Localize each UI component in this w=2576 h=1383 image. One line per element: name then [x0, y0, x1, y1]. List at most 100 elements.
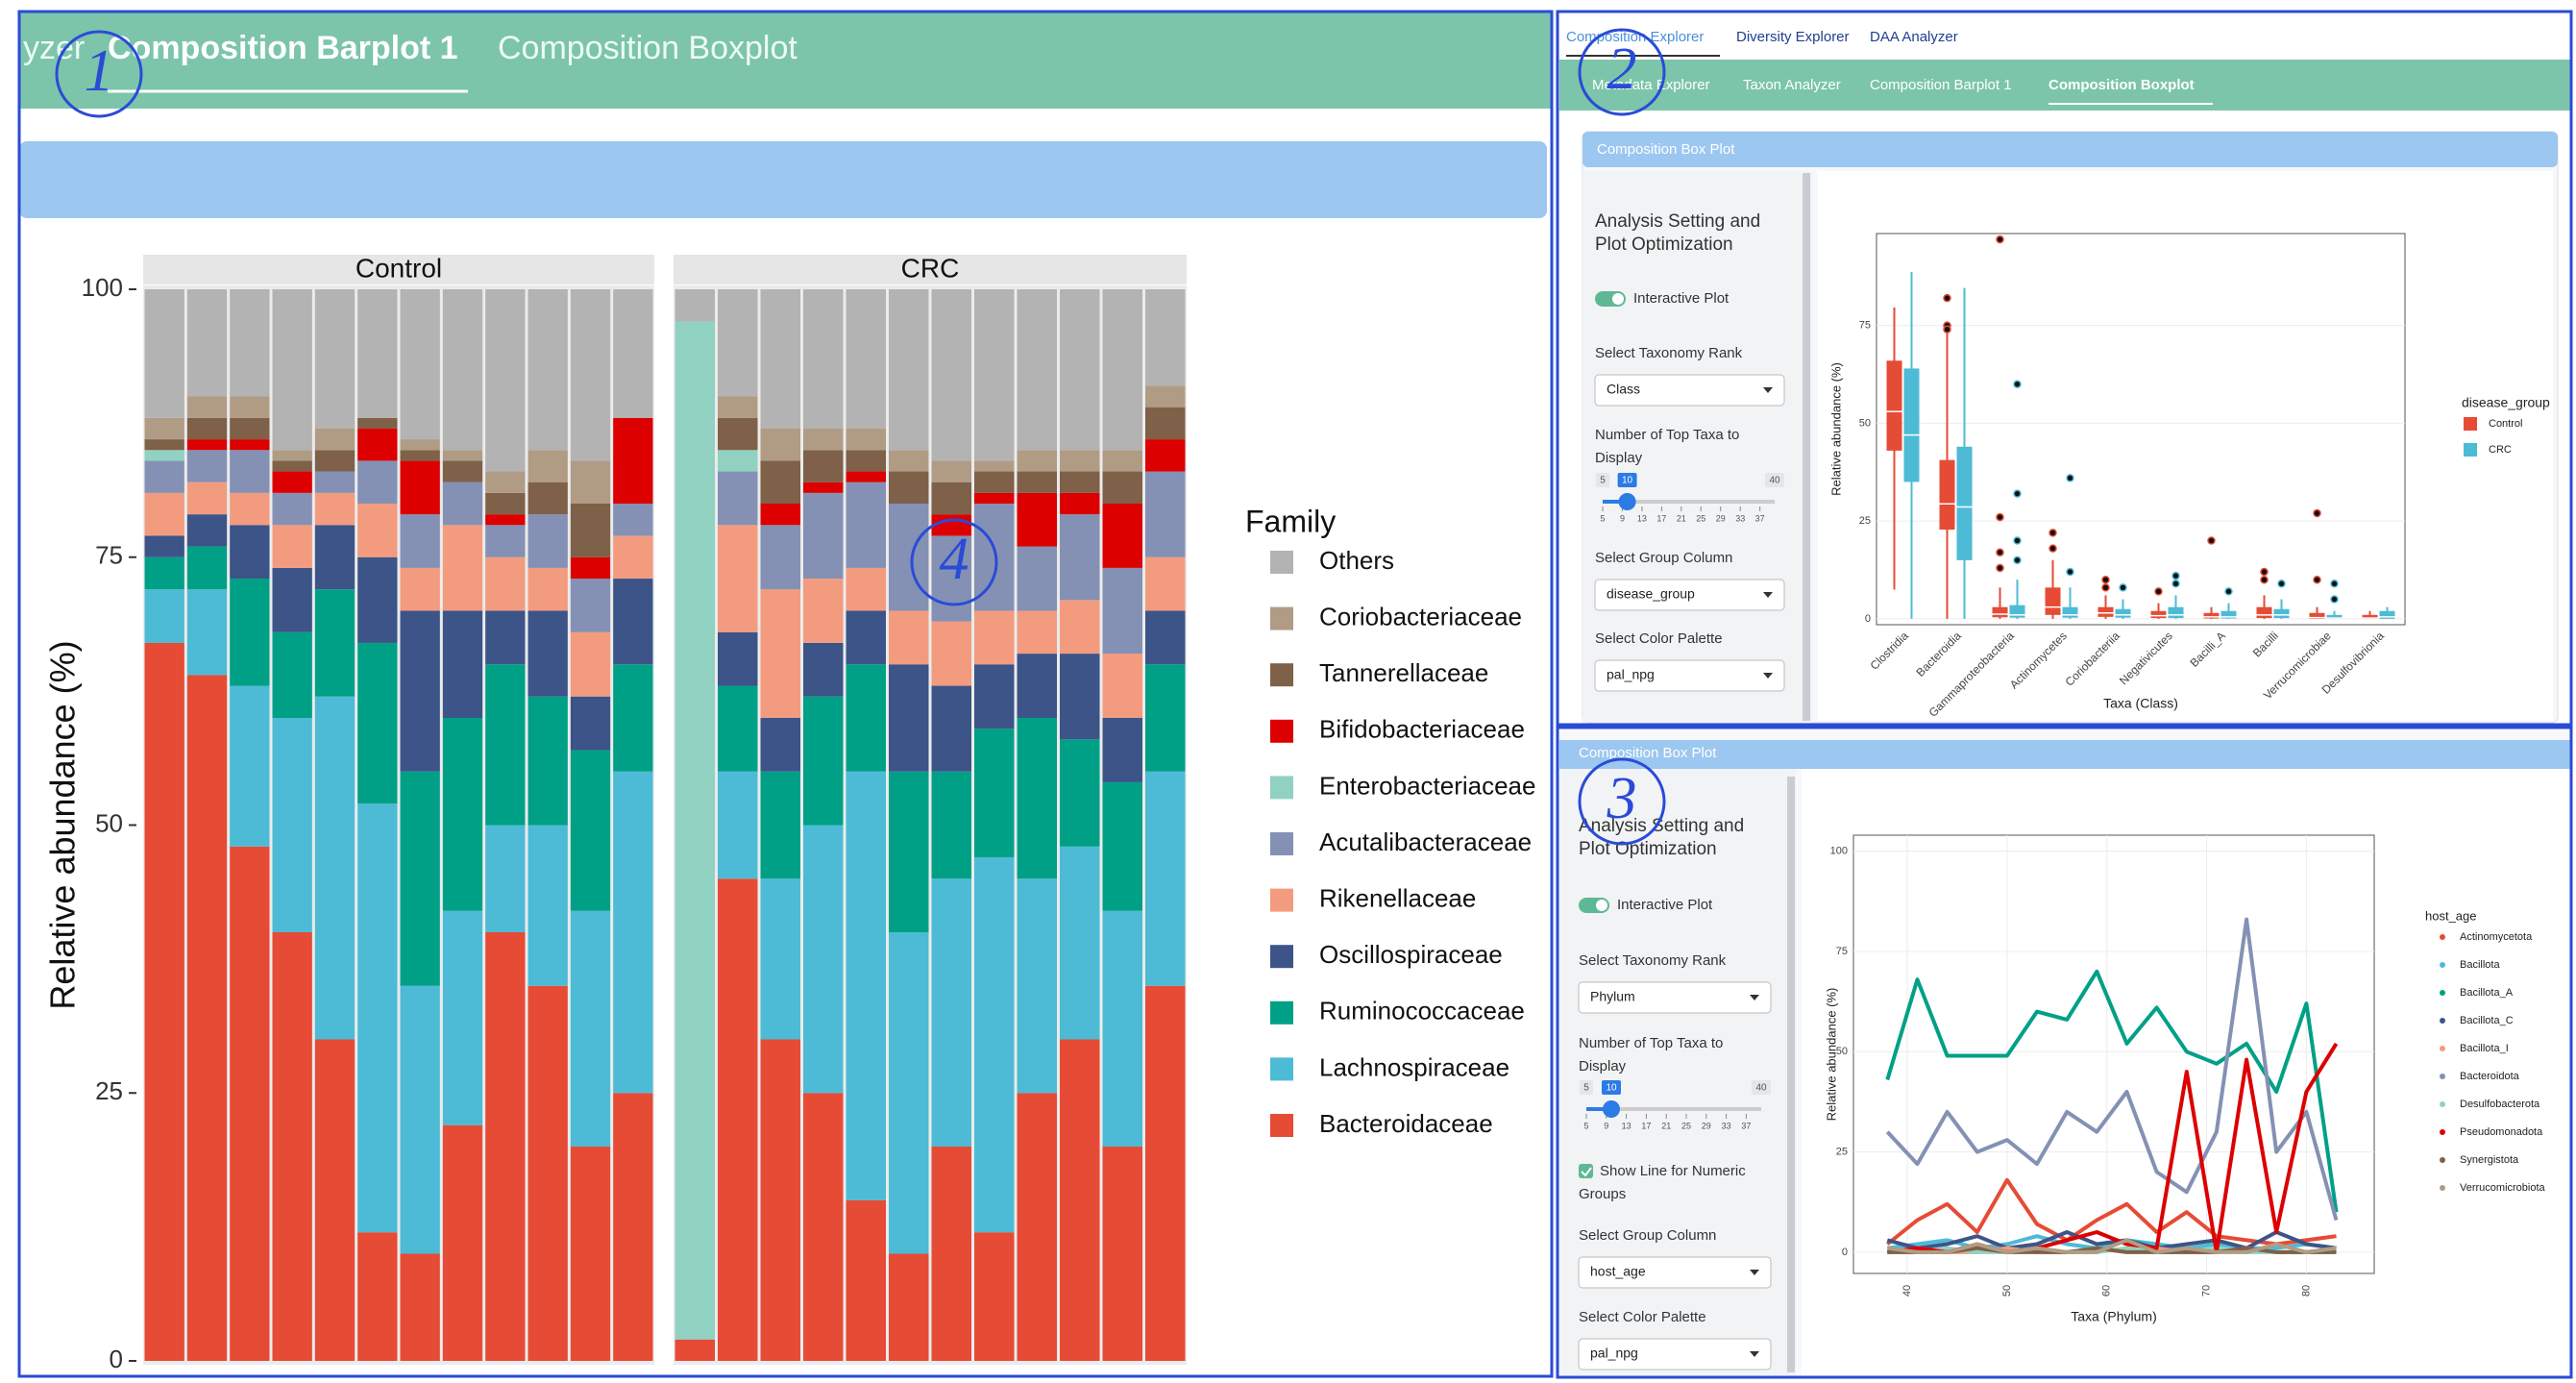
- tab[interactable]: Metadata Explorer: [1592, 77, 1710, 93]
- legend-label: Bacillota_I: [2460, 1043, 2509, 1054]
- legend-label: Acutalibacteraceae: [1319, 827, 1532, 856]
- bar-segment: [1060, 739, 1100, 847]
- box: [1886, 360, 1902, 451]
- toggle-label: Interactive Plot: [1633, 290, 1730, 307]
- field-label: Number of Top Taxa to: [1595, 427, 1739, 443]
- bar-segment: [931, 771, 971, 879]
- bar-segment: [186, 546, 228, 590]
- bar-segment: [1145, 385, 1186, 407]
- slider-handle[interactable]: [1603, 1100, 1620, 1118]
- bar-segment: [1017, 654, 1057, 718]
- legend-dot: [2440, 962, 2445, 968]
- checkbox[interactable]: [1579, 1164, 1593, 1178]
- tab[interactable]: Composition Explorer: [1566, 29, 1704, 45]
- bar-segment: [803, 492, 844, 580]
- select-value: Phylum: [1590, 989, 1635, 1004]
- outlier: [1943, 293, 1951, 303]
- select[interactable]: [1594, 374, 1785, 407]
- bar-segment: [570, 631, 611, 697]
- bar-segment: [570, 289, 611, 461]
- bar-segment: [144, 642, 184, 1361]
- tab[interactable]: DAA Analyzer: [1870, 29, 1958, 45]
- bar-segment: [803, 428, 844, 451]
- bar-segment: [527, 289, 568, 451]
- marker-label: 2: [1607, 37, 1637, 102]
- box: [2273, 608, 2290, 619]
- select[interactable]: [1578, 1256, 1772, 1289]
- bar-segment: [760, 589, 800, 718]
- bar-segment: [1060, 471, 1100, 493]
- bar-segment: [186, 514, 228, 547]
- tab[interactable]: Composition Barplot 1: [108, 30, 458, 66]
- bar-segment: [974, 504, 1015, 611]
- box: [2150, 610, 2167, 619]
- outlier: [2313, 575, 2321, 584]
- outlier: [2049, 544, 2057, 553]
- bar-segment: [1017, 289, 1057, 451]
- bar-segment: [314, 492, 356, 526]
- slider-tick-label: 5: [1583, 1121, 1588, 1130]
- tab[interactable]: Taxon Analyzer: [1743, 77, 1841, 93]
- bar-segment: [144, 460, 184, 493]
- tab[interactable]: Composition Boxplot: [2049, 77, 2195, 93]
- select[interactable]: [1594, 659, 1785, 692]
- bar-segment: [314, 450, 356, 472]
- bar-segment: [1060, 846, 1100, 1040]
- bar-segment: [400, 610, 440, 772]
- legend-dot: [2440, 1018, 2445, 1024]
- outlier: [1996, 235, 2004, 244]
- legend-label: Control: [2489, 418, 2522, 430]
- caret: [1763, 387, 1773, 393]
- marker-circle: [1578, 757, 1666, 846]
- bar-segment: [1102, 654, 1142, 718]
- bar-segment: [442, 525, 483, 611]
- marker-circle: [1578, 28, 1666, 116]
- legend-title: disease_group: [2462, 395, 2550, 410]
- outlier: [2013, 380, 2022, 388]
- legend-title: Family: [1245, 504, 1336, 538]
- bar-segment: [272, 631, 312, 718]
- outlier: [2154, 587, 2163, 596]
- bar-segment: [846, 610, 886, 665]
- slider-tick-label: 29: [1702, 1121, 1711, 1130]
- tab[interactable]: Diversity Explorer: [1736, 29, 1850, 45]
- select[interactable]: [1578, 1338, 1772, 1371]
- bar-segment: [1017, 718, 1057, 879]
- bar-segment: [527, 985, 568, 1361]
- box: [2115, 608, 2131, 618]
- bar-segment: [1145, 289, 1186, 386]
- bar-segment: [144, 289, 184, 418]
- select[interactable]: [1578, 981, 1772, 1014]
- tab[interactable]: Composition Boxplot: [498, 30, 797, 66]
- bar-segment: [613, 504, 653, 536]
- bar-segment: [974, 492, 1015, 504]
- bar-segment: [485, 932, 526, 1361]
- bar-segment: [931, 1147, 971, 1361]
- select-value: disease_group: [1607, 586, 1695, 602]
- field-label: Select Group Column: [1579, 1227, 1716, 1244]
- bar-segment: [889, 1253, 929, 1361]
- legend-label: Pseudomonadota: [2460, 1126, 2543, 1138]
- bar-segment: [931, 482, 971, 515]
- bar-segment: [1145, 439, 1186, 472]
- select[interactable]: [1594, 579, 1785, 611]
- bar-segment: [144, 439, 184, 451]
- tab[interactable]: yzer: [23, 30, 85, 66]
- outlier: [2101, 583, 2110, 592]
- tab[interactable]: Composition Barplot 1: [1870, 77, 2012, 93]
- bar-segment: [846, 471, 886, 482]
- bar-segment: [272, 289, 312, 451]
- outlier: [2313, 508, 2321, 518]
- legend-label: Desulfobacterota: [2460, 1099, 2540, 1110]
- bar-segment: [527, 825, 568, 986]
- bar-segment: [718, 289, 758, 397]
- bar-segment: [570, 579, 611, 632]
- bar-segment: [846, 771, 886, 1200]
- slider-handle[interactable]: [1618, 493, 1636, 510]
- bar-segment: [1145, 771, 1186, 986]
- slider-tick-label: 33: [1722, 1121, 1731, 1130]
- slider-max-box: [1752, 1080, 1771, 1095]
- bar-segment: [760, 428, 800, 461]
- bar-segment: [846, 1199, 886, 1361]
- bar-segment: [1060, 1039, 1100, 1361]
